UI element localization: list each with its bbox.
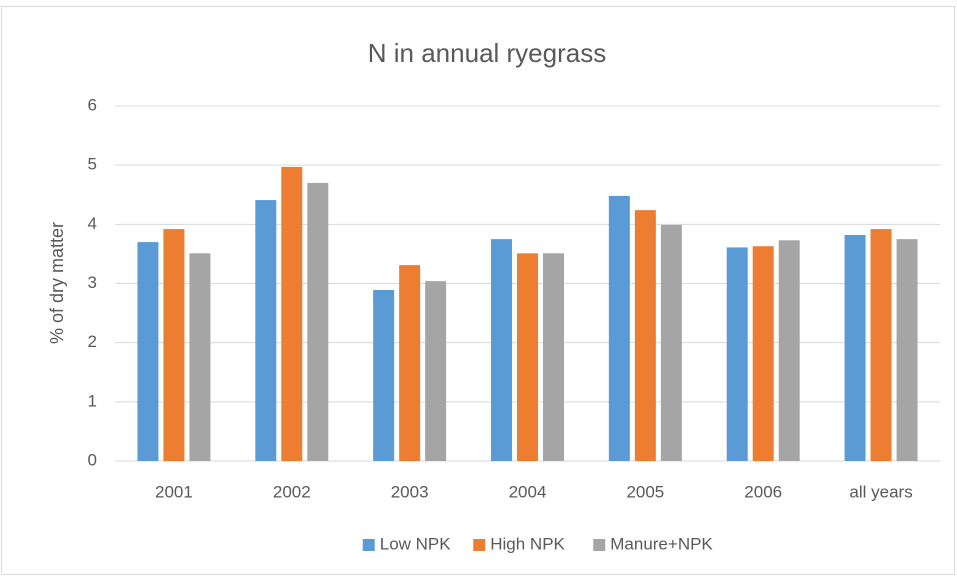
chart-title: N in annual ryegrass: [368, 38, 606, 68]
bar: [778, 240, 800, 461]
bar: [491, 239, 512, 461]
y-tick-label: 1: [88, 391, 97, 410]
y-tick-label: 5: [88, 155, 97, 174]
legend-label: Manure+NPK: [610, 534, 713, 553]
x-tick-label: all years: [849, 482, 912, 501]
bar: [608, 195, 630, 461]
bar: [189, 253, 211, 461]
x-tick-label: 2006: [744, 482, 782, 501]
bar: [163, 229, 185, 461]
bar: [517, 253, 538, 461]
x-tick-label: 2005: [626, 482, 664, 501]
legend-swatch: [593, 539, 606, 551]
bar: [634, 210, 656, 461]
y-tick-label: 6: [88, 95, 97, 114]
legend-swatch: [473, 539, 486, 551]
bar: [425, 281, 447, 461]
bar: [307, 182, 329, 461]
bar: [373, 290, 395, 461]
legend-label: High NPK: [490, 534, 565, 553]
bar: [752, 246, 774, 461]
bar: [870, 229, 892, 461]
legend-label: Low NPK: [380, 534, 452, 553]
bar: [281, 166, 303, 462]
bar: [399, 265, 421, 461]
bar: [726, 247, 748, 461]
bar: [660, 224, 682, 461]
y-tick-label: 3: [88, 273, 97, 292]
x-tick-label: 2001: [155, 482, 193, 501]
legend-swatch: [362, 539, 375, 551]
y-tick-label: 0: [88, 450, 97, 469]
x-tick-label: 2003: [391, 482, 429, 501]
bar: [896, 239, 918, 461]
x-tick-label: 2002: [273, 482, 311, 501]
y-tick-label: 2: [88, 332, 97, 351]
bar: [844, 234, 866, 461]
y-axis-label: % of dry matter: [47, 222, 67, 344]
y-tick-label: 4: [88, 214, 97, 233]
bar: [137, 242, 159, 461]
bar: [543, 253, 564, 461]
bar: [255, 200, 277, 461]
x-tick-label: 2004: [509, 482, 547, 501]
